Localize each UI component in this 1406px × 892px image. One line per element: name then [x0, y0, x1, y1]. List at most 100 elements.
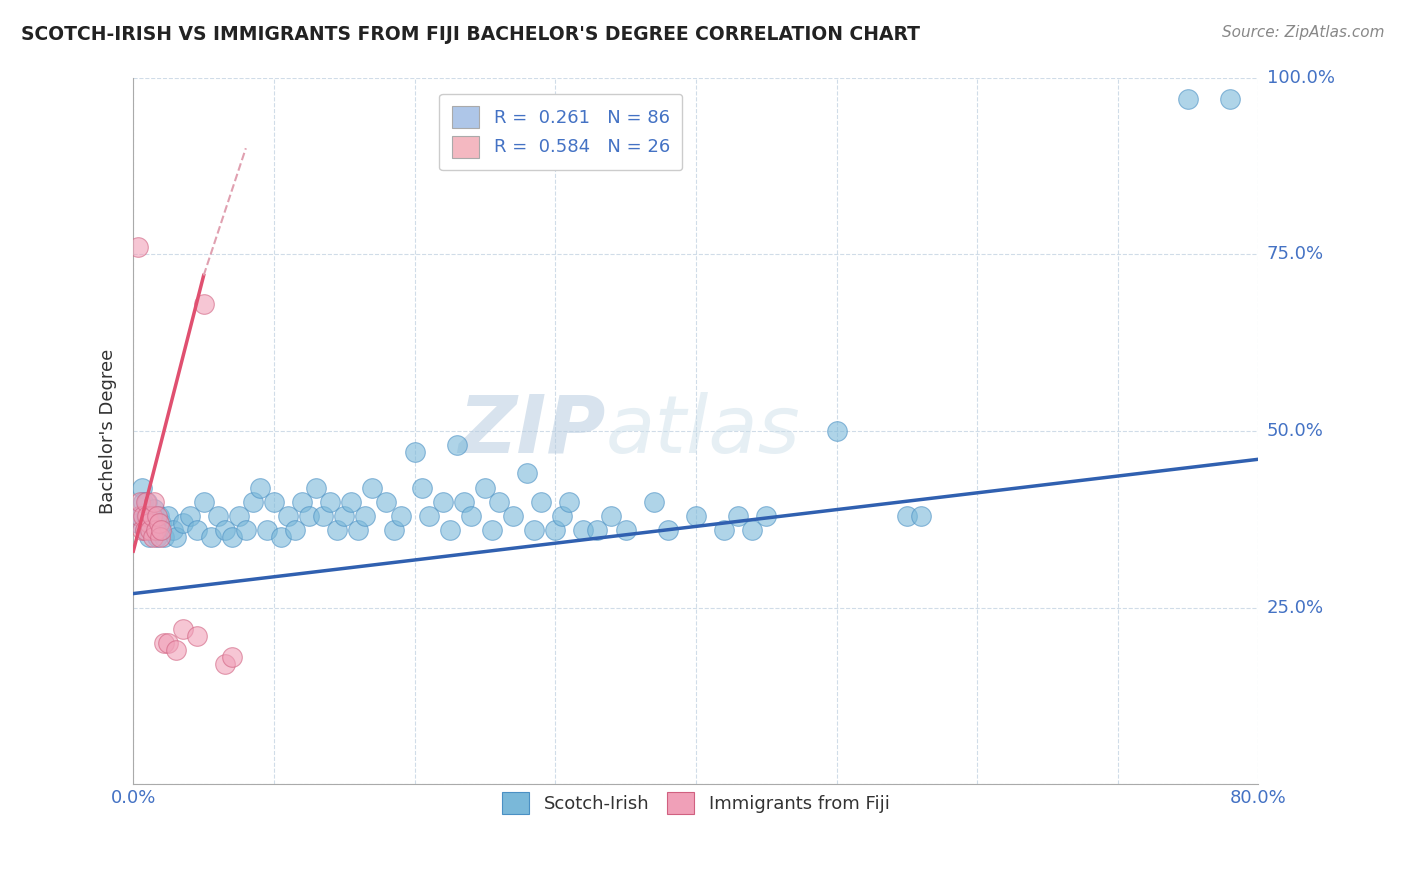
Point — [149, 530, 172, 544]
Point — [138, 530, 160, 544]
Point — [221, 530, 243, 544]
Point — [127, 516, 149, 530]
Point — [263, 494, 285, 508]
Point — [228, 508, 250, 523]
Point — [326, 523, 349, 537]
Text: 75.0%: 75.0% — [1267, 245, 1324, 263]
Point — [165, 643, 187, 657]
Point — [139, 523, 162, 537]
Point — [138, 516, 160, 530]
Point — [1219, 92, 1241, 106]
Point — [657, 523, 679, 537]
Point — [145, 516, 167, 530]
Point — [139, 516, 162, 530]
Point — [135, 508, 157, 523]
Point — [755, 508, 778, 523]
Point — [165, 530, 187, 544]
Point — [157, 508, 180, 523]
Point — [146, 530, 169, 544]
Point — [474, 481, 496, 495]
Point — [136, 508, 159, 523]
Point — [277, 508, 299, 523]
Legend: Scotch-Irish, Immigrants from Fiji: Scotch-Irish, Immigrants from Fiji — [491, 781, 900, 825]
Point — [134, 523, 156, 537]
Point — [572, 523, 595, 537]
Point — [179, 508, 201, 523]
Point — [193, 297, 215, 311]
Point — [713, 523, 735, 537]
Text: ZIP: ZIP — [458, 392, 606, 470]
Point — [389, 508, 412, 523]
Point — [586, 523, 609, 537]
Point — [361, 481, 384, 495]
Point — [146, 508, 169, 523]
Point — [249, 481, 271, 495]
Text: 25.0%: 25.0% — [1267, 599, 1324, 616]
Point — [558, 494, 581, 508]
Point — [193, 494, 215, 508]
Point — [432, 494, 454, 508]
Point — [382, 523, 405, 537]
Point — [523, 523, 546, 537]
Point — [134, 523, 156, 537]
Point — [242, 494, 264, 508]
Point — [148, 508, 170, 523]
Point — [256, 523, 278, 537]
Point — [439, 523, 461, 537]
Point — [141, 508, 163, 523]
Point — [141, 508, 163, 523]
Point — [460, 508, 482, 523]
Point — [142, 523, 165, 537]
Point — [488, 494, 510, 508]
Point — [418, 508, 440, 523]
Point — [172, 516, 194, 530]
Text: 50.0%: 50.0% — [1267, 422, 1323, 440]
Point — [347, 523, 370, 537]
Point — [221, 650, 243, 665]
Point — [551, 508, 574, 523]
Point — [481, 523, 503, 537]
Point — [214, 523, 236, 537]
Point — [910, 508, 932, 523]
Point — [530, 494, 553, 508]
Point — [305, 481, 328, 495]
Point — [340, 494, 363, 508]
Point — [131, 481, 153, 495]
Point — [453, 494, 475, 508]
Point — [685, 508, 707, 523]
Point — [614, 523, 637, 537]
Point — [153, 530, 176, 544]
Point — [235, 523, 257, 537]
Point — [600, 508, 623, 523]
Point — [319, 494, 342, 508]
Text: 100.0%: 100.0% — [1267, 69, 1334, 87]
Point — [1177, 92, 1199, 106]
Point — [128, 508, 150, 523]
Point — [145, 523, 167, 537]
Point — [502, 508, 524, 523]
Point — [186, 629, 208, 643]
Point — [333, 508, 356, 523]
Point — [132, 494, 155, 508]
Point — [354, 508, 377, 523]
Point — [200, 530, 222, 544]
Point — [131, 523, 153, 537]
Point — [149, 523, 172, 537]
Point — [143, 501, 166, 516]
Point — [643, 494, 665, 508]
Text: atlas: atlas — [606, 392, 800, 470]
Text: Source: ZipAtlas.com: Source: ZipAtlas.com — [1222, 25, 1385, 40]
Point — [172, 622, 194, 636]
Point — [825, 424, 848, 438]
Point — [446, 438, 468, 452]
Point — [404, 445, 426, 459]
Y-axis label: Bachelor's Degree: Bachelor's Degree — [100, 349, 117, 514]
Point — [741, 523, 763, 537]
Point — [135, 494, 157, 508]
Point — [291, 494, 314, 508]
Point — [157, 636, 180, 650]
Point — [142, 530, 165, 544]
Point — [896, 508, 918, 523]
Point — [375, 494, 398, 508]
Point — [270, 530, 292, 544]
